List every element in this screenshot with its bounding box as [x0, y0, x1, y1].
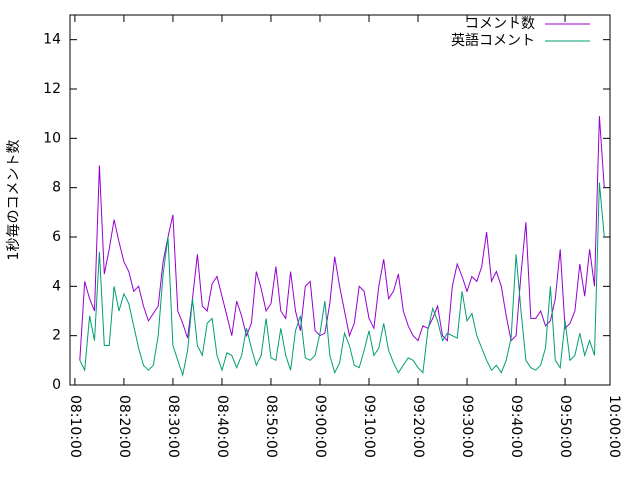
legend-label: 英語コメント — [451, 32, 535, 49]
x-tick-label: 08:30:00 — [165, 395, 181, 458]
x-tick-label: 08:50:00 — [263, 395, 279, 458]
y-axis-label: 1秒毎のコメント数 — [6, 140, 22, 261]
y-tick-label: 10 — [43, 130, 61, 146]
x-tick-label: 08:40:00 — [214, 395, 230, 458]
x-tick-label: 09:40:00 — [508, 395, 524, 458]
x-tick-label: 09:00:00 — [312, 395, 328, 458]
x-tick-label: 09:10:00 — [361, 395, 377, 458]
series-line — [79, 182, 605, 378]
x-tick-label: 09:50:00 — [557, 395, 573, 458]
y-tick-label: 2 — [52, 328, 61, 344]
x-tick-label: 09:20:00 — [410, 395, 426, 458]
y-tick-label: 0 — [52, 377, 61, 393]
y-tick-label: 14 — [43, 32, 61, 48]
y-tick-label: 6 — [52, 229, 61, 245]
legend-label: コメント数 — [465, 16, 535, 32]
y-tick-label: 12 — [43, 81, 61, 97]
y-tick-label: 8 — [52, 180, 61, 196]
x-tick-label: 08:20:00 — [116, 395, 132, 458]
y-tick-label: 4 — [52, 278, 61, 294]
plot-border — [69, 14, 611, 386]
x-tick-label: 10:00:00 — [606, 395, 622, 458]
x-tick-label: 09:30:00 — [459, 395, 475, 458]
x-tick-label: 08:10:00 — [67, 395, 83, 458]
